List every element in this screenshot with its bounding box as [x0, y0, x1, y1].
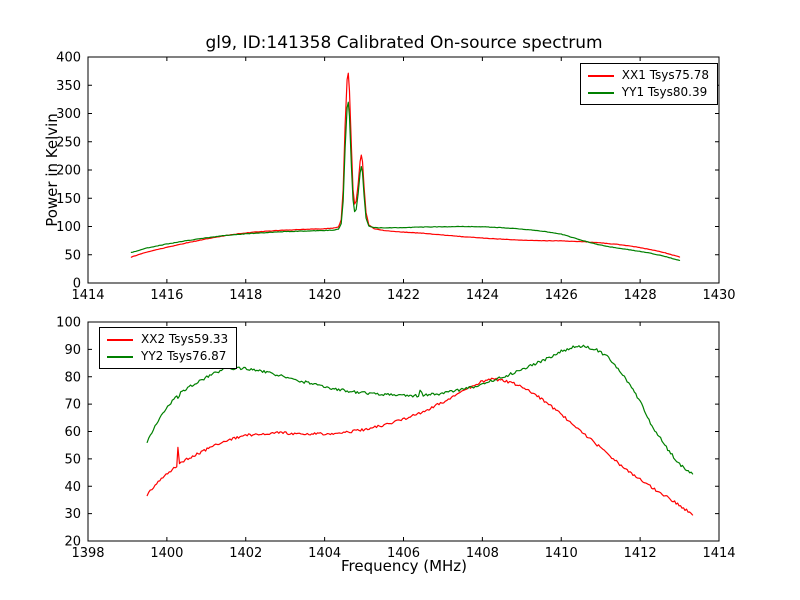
x-tick-label: 1410	[545, 546, 578, 561]
y-tick-label: 40	[64, 480, 81, 495]
x-tick-label: 1406	[387, 546, 420, 561]
x-tick-label: 1416	[150, 288, 183, 303]
y-tick-label: 100	[56, 316, 81, 331]
y-tick-label: 350	[56, 79, 81, 94]
y-tick-label: 50	[64, 452, 81, 467]
legend-item-xx1: XX1 Tsys75.78	[587, 67, 709, 84]
legend-line-yy1	[587, 91, 614, 94]
x-tick-label: 1400	[150, 546, 183, 561]
y-tick-label: 90	[64, 343, 81, 358]
y-tick-label: 50	[64, 248, 81, 263]
series-yy1	[130, 101, 681, 261]
x-tick-label: 1414	[71, 288, 104, 303]
y-tick-label: 400	[56, 51, 81, 66]
x-tick-label: 1408	[466, 546, 499, 561]
x-tick-label: 1404	[308, 546, 341, 561]
legend-line-xx2	[107, 338, 133, 341]
x-tick-label: 1414	[702, 546, 735, 561]
legend-line-yy2	[107, 355, 133, 358]
y-tick-label: 20	[64, 535, 81, 550]
legend-bottom-plot: XX2 Tsys59.33 YY2 Tsys76.87	[99, 327, 238, 369]
y-tick-label: 0	[73, 277, 81, 292]
x-tick-label: 1422	[387, 288, 420, 303]
y-tick-label: 150	[56, 192, 81, 207]
legend-line-xx1	[587, 74, 614, 77]
legend-item-yy2: YY2 Tsys76.87	[107, 348, 228, 365]
x-tick-label: 1430	[702, 288, 735, 303]
x-tick-label: 1398	[71, 546, 104, 561]
y-tick-label: 100	[56, 220, 81, 235]
x-tick-label: 1402	[229, 546, 262, 561]
x-tick-label: 1428	[624, 288, 657, 303]
series-yy2	[146, 344, 694, 475]
legend-item-yy1: YY1 Tsys80.39	[587, 84, 709, 101]
y-tick-label: 200	[56, 164, 81, 179]
x-tick-label: 1418	[229, 288, 262, 303]
legend-label-yy2: YY2 Tsys76.87	[141, 349, 227, 363]
legend-label-xx2: XX2 Tsys59.33	[141, 332, 229, 346]
y-tick-label: 60	[64, 425, 81, 440]
y-axis-label-top: Power in Kelvin	[43, 113, 61, 227]
y-tick-label: 300	[56, 107, 81, 122]
legend-item-xx2: XX2 Tsys59.33	[107, 331, 228, 348]
y-tick-label: 70	[64, 398, 81, 413]
legend-label-xx1: XX1 Tsys75.78	[621, 68, 709, 82]
y-tick-label: 80	[64, 370, 81, 385]
figure-title: gl9, ID:141358 Calibrated On-source spec…	[205, 33, 603, 53]
x-tick-label: 1426	[545, 288, 578, 303]
legend-top-plot: XX1 Tsys75.78 YY1 Tsys80.39	[579, 63, 718, 105]
y-tick-label: 30	[64, 507, 81, 522]
x-axis-label-bottom: Frequency (MHz)	[340, 557, 468, 575]
legend-label-yy1: YY1 Tsys80.39	[621, 85, 708, 99]
x-tick-label: 1420	[308, 288, 341, 303]
x-tick-label: 1412	[624, 546, 657, 561]
series-xx2	[146, 377, 694, 516]
x-tick-label: 1424	[466, 288, 499, 303]
y-tick-label: 250	[56, 135, 81, 150]
